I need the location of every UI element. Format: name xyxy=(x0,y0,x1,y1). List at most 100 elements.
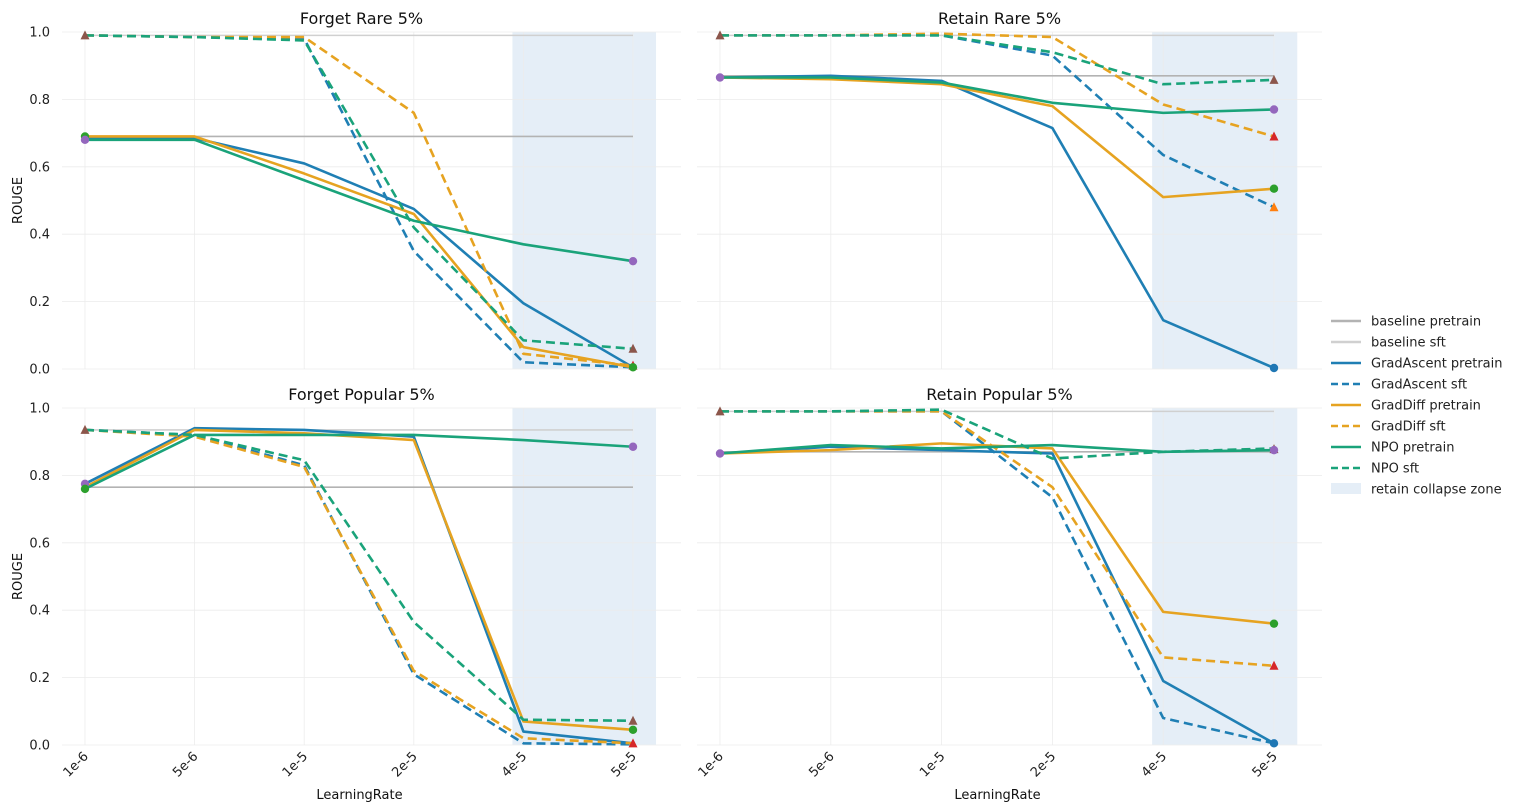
legend-item: retain collapse zone xyxy=(1331,483,1502,498)
series-line-gradascent-pretrain xyxy=(719,74,1275,370)
panel-title: Forget Popular 5% xyxy=(288,385,435,404)
series-line-npo-pretrain xyxy=(84,433,634,491)
series-line-gradascent-pretrain xyxy=(719,445,1275,745)
x-axis-label: LearningRate xyxy=(954,788,1040,803)
triangle-marker xyxy=(80,30,90,40)
circle-marker xyxy=(628,256,638,266)
panel-title: Forget Rare 5% xyxy=(300,9,423,28)
legend-label: NPO sft xyxy=(1371,462,1419,477)
circle-marker xyxy=(1269,363,1279,373)
collapse-zone-shade xyxy=(512,408,657,745)
x-tick-label: 2e-5 xyxy=(1028,749,1059,780)
legend-label: GradAscent pretrain xyxy=(1371,357,1503,372)
legend-item: GradDiff pretrain xyxy=(1331,399,1481,414)
triangle-marker xyxy=(628,738,638,748)
circle-marker xyxy=(1269,619,1279,628)
circle-marker xyxy=(1269,105,1279,114)
y-tick-label: 0.8 xyxy=(29,93,50,108)
series-line-graddiff-pretrain xyxy=(85,135,634,369)
triangle-marker xyxy=(628,343,638,353)
circle-marker xyxy=(1269,184,1279,193)
circle-marker xyxy=(628,442,638,451)
chart-panel-3: 0.0 0.2 0.4 0.6 0.8 1.0 1e-6 5e-6 1e-5 2e-5 4e-5 5e… xyxy=(11,385,681,803)
series-line-graddiff-pretrain xyxy=(84,428,634,732)
legend-label: NPO pretrain xyxy=(1371,441,1455,456)
y-axis-label: ROUGE xyxy=(11,553,26,600)
series-line-graddiff-pretrain xyxy=(719,76,1275,199)
triangle-marker xyxy=(715,406,725,416)
y-tick-label: 0.8 xyxy=(29,469,50,484)
triangle-marker xyxy=(80,424,90,434)
series-line-graddiff-sft xyxy=(84,428,634,745)
panel-title: Retain Popular 5% xyxy=(926,385,1072,404)
legend-swatch-patch xyxy=(1331,483,1361,494)
y-axis-label: ROUGE xyxy=(11,177,26,224)
y-tick-label: 0.4 xyxy=(29,228,50,243)
y-tick-label: 0.0 xyxy=(29,739,50,754)
chart-panel-4: 1e-6 5e-6 1e-5 2e-5 4e-5 5e-5 Retain Popular 5… xyxy=(696,385,1322,803)
circle-marker xyxy=(80,135,90,145)
legend-label: baseline sft xyxy=(1371,336,1446,351)
y-tick-label: 0.6 xyxy=(29,160,50,175)
chart-panel-1: 0.0 0.2 0.4 0.6 0.8 1.0 Forget Rare 5% ROUGE xyxy=(11,9,681,378)
panel-title: Retain Rare 5% xyxy=(938,9,1061,28)
legend-label: GradDiff pretrain xyxy=(1371,399,1481,414)
circle-marker xyxy=(1269,739,1279,748)
series-line-npo-pretrain xyxy=(720,76,1275,115)
x-tick-label: 1e-6 xyxy=(61,749,92,780)
x-tick-label: 4e-5 xyxy=(499,749,530,780)
series-line-gradascent-pretrain xyxy=(84,426,634,745)
triangle-marker xyxy=(715,30,725,40)
chart-legend: baseline pretrain baseline sft GradAscent … xyxy=(1331,315,1503,498)
series-line-npo-sft xyxy=(84,428,634,723)
x-tick-label: 1e-5 xyxy=(280,749,311,780)
y-tick-label: 1.0 xyxy=(29,26,50,41)
legend-item: NPO sft xyxy=(1331,462,1419,477)
y-tick-label: 0.2 xyxy=(29,671,50,686)
collapse-zone-shade xyxy=(1152,408,1298,745)
series-line-npo-sft xyxy=(84,34,634,351)
legend-label: GradDiff sft xyxy=(1371,420,1446,435)
circle-marker xyxy=(715,449,725,458)
triangle-marker xyxy=(628,715,638,725)
x-tick-label: 5e-5 xyxy=(1250,749,1281,780)
y-tick-label: 0.2 xyxy=(29,295,50,310)
legend-label: GradAscent sft xyxy=(1371,378,1467,393)
legend-item: GradAscent sft xyxy=(1331,378,1467,393)
x-tick-label: 4e-5 xyxy=(1139,749,1170,780)
circle-marker xyxy=(628,725,638,735)
x-tick-label: 5e-5 xyxy=(609,749,640,780)
series-line-npo-sft xyxy=(720,34,1275,86)
collapse-zone-shade xyxy=(512,32,657,369)
circle-marker xyxy=(715,73,725,82)
legend-item: NPO pretrain xyxy=(1331,441,1455,456)
series-line-npo-sft xyxy=(720,408,1275,460)
y-tick-label: 0.0 xyxy=(29,363,50,378)
triangle-marker xyxy=(1269,131,1279,141)
x-axis-label: LearningRate xyxy=(316,788,402,803)
legend-item: GradAscent pretrain xyxy=(1331,357,1503,372)
triangle-marker xyxy=(1269,74,1279,84)
x-tick-label: 1e-5 xyxy=(917,749,948,780)
x-tick-label: 5e-6 xyxy=(170,749,201,780)
x-tick-label: 2e-5 xyxy=(389,749,420,780)
y-tick-label: 1.0 xyxy=(29,402,50,417)
collapse-zone-shade xyxy=(1152,32,1298,369)
legend-item: baseline sft xyxy=(1331,336,1446,351)
series-line-npo-pretrain xyxy=(85,138,634,263)
series-line-npo-pretrain xyxy=(719,443,1275,455)
chart-panels: 0.0 0.2 0.4 0.6 0.8 1.0 Forget Rare 5% ROUGE Ret… xyxy=(11,9,1322,803)
x-tick-label: 1e-6 xyxy=(696,749,727,780)
legend-label: baseline pretrain xyxy=(1371,315,1481,330)
y-tick-label: 0.4 xyxy=(29,604,50,619)
legend-label: retain collapse zone xyxy=(1371,483,1502,498)
y-tick-label: 0.6 xyxy=(29,536,50,551)
triangle-marker xyxy=(1269,660,1279,670)
triangle-marker xyxy=(1269,202,1279,212)
chart-panel-2: Retain Rare 5% xyxy=(697,9,1322,373)
series-line-gradascent-pretrain xyxy=(85,136,634,369)
legend-item: GradDiff sft xyxy=(1331,420,1446,435)
legend-item: baseline pretrain xyxy=(1331,315,1481,330)
circle-marker xyxy=(628,363,638,372)
